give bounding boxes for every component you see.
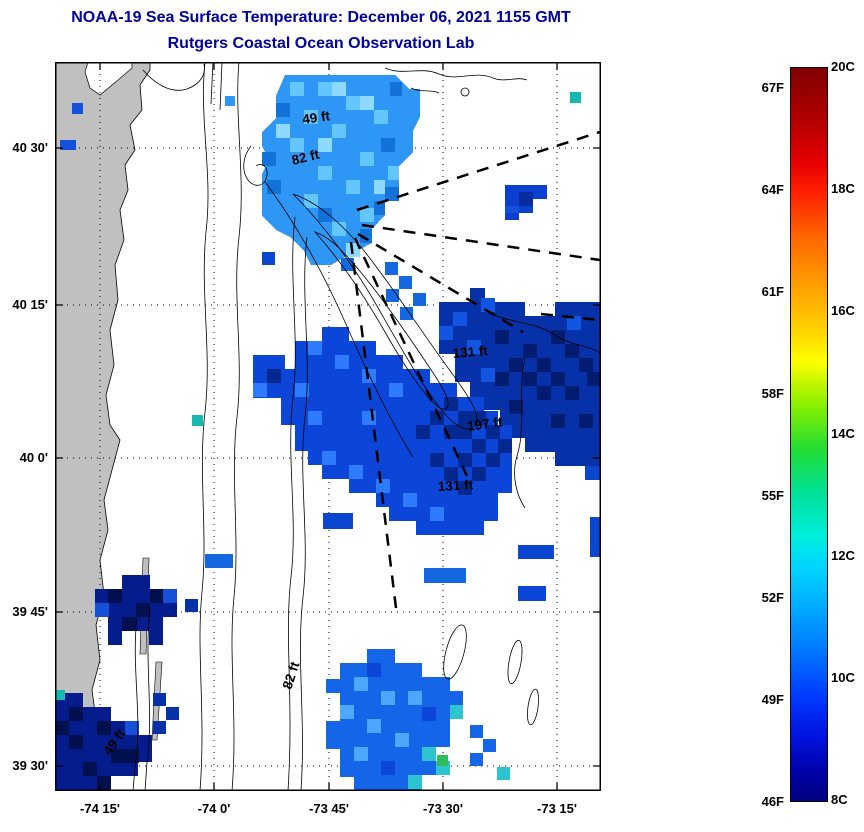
lane-southeast-outer xyxy=(540,312,601,322)
depth-label: 131 ft xyxy=(452,343,489,361)
colorbar-c-label: 16C xyxy=(831,303,855,318)
sandy-hook-contour xyxy=(243,145,268,186)
y-tick-label: 40 0' xyxy=(19,450,48,465)
colorbar-c-label: 10C xyxy=(831,670,855,685)
lane-south-diagonal xyxy=(353,237,469,477)
x-tick-label: -74 15' xyxy=(80,801,120,816)
shipping-lanes xyxy=(349,130,601,609)
y-tick-label: 40 15' xyxy=(12,297,48,312)
colorbar-c-label: 18C xyxy=(831,181,855,196)
colorbar-c-label: 8C xyxy=(831,792,848,807)
sst-patch-small-blocks xyxy=(205,355,601,601)
sst-patch-center xyxy=(281,327,512,535)
colorbar-f-label: 64F xyxy=(761,182,784,197)
colorbar-c-label: 12C xyxy=(831,548,855,563)
depth-label: 131 ft xyxy=(437,477,474,494)
map-plot: 49 ft 82 ft 131 ft 197 ft 131 ft 82 ft 4… xyxy=(55,62,601,791)
lane-northeast xyxy=(356,130,601,212)
bathymetry-contours xyxy=(132,62,601,791)
depth-label: 49 ft xyxy=(301,108,331,127)
x-tick-label: -73 15' xyxy=(537,801,577,816)
figure-subtitle: Rutgers Coastal Ocean Observation Lab xyxy=(167,35,475,52)
y-tick-label: 40 30' xyxy=(12,140,48,155)
colorbar-f-label: 49F xyxy=(761,692,784,707)
lane-east xyxy=(361,223,601,262)
axis-tick-marks xyxy=(55,62,601,791)
x-tick-label: -73 30' xyxy=(423,801,463,816)
x-tick-label: -73 45' xyxy=(309,801,349,816)
colorbar-f-label: 46F xyxy=(761,794,784,809)
colorbar-c-label: 20C xyxy=(831,59,855,74)
sst-patch-topright xyxy=(505,185,547,220)
y-tick-label: 39 45' xyxy=(12,604,48,619)
colorbar-f-label: 55F xyxy=(761,488,784,503)
colorbar-f-label: 61F xyxy=(761,284,784,299)
sst-patch-apex-shoal xyxy=(225,75,426,320)
colorbar-f-label: 67F xyxy=(761,80,784,95)
colorbar xyxy=(790,67,828,802)
lane-southeast xyxy=(357,232,524,334)
depth-label: 197 ft xyxy=(466,414,504,434)
plot-border xyxy=(55,62,601,791)
sst-map: 49 ft 82 ft 131 ft 197 ft 131 ft 82 ft 4… xyxy=(55,62,601,791)
sst-patch-south-center xyxy=(326,649,510,791)
y-tick-label: 39 30' xyxy=(12,758,48,773)
sst-pixels xyxy=(55,75,601,791)
x-tick-label: -74 0' xyxy=(197,801,231,816)
depth-label: 82 ft xyxy=(290,147,321,168)
figure-title: NOAA-19 Sea Surface Temperature: Decembe… xyxy=(71,9,571,26)
colorbar-f-label: 58F xyxy=(761,386,784,401)
figure-header: NOAA-19 Sea Surface Temperature: Decembe… xyxy=(0,5,642,57)
colorbar-f-label: 52F xyxy=(761,590,784,605)
colorbar-c-label: 14C xyxy=(831,426,855,441)
sst-single-pixels xyxy=(60,92,581,426)
